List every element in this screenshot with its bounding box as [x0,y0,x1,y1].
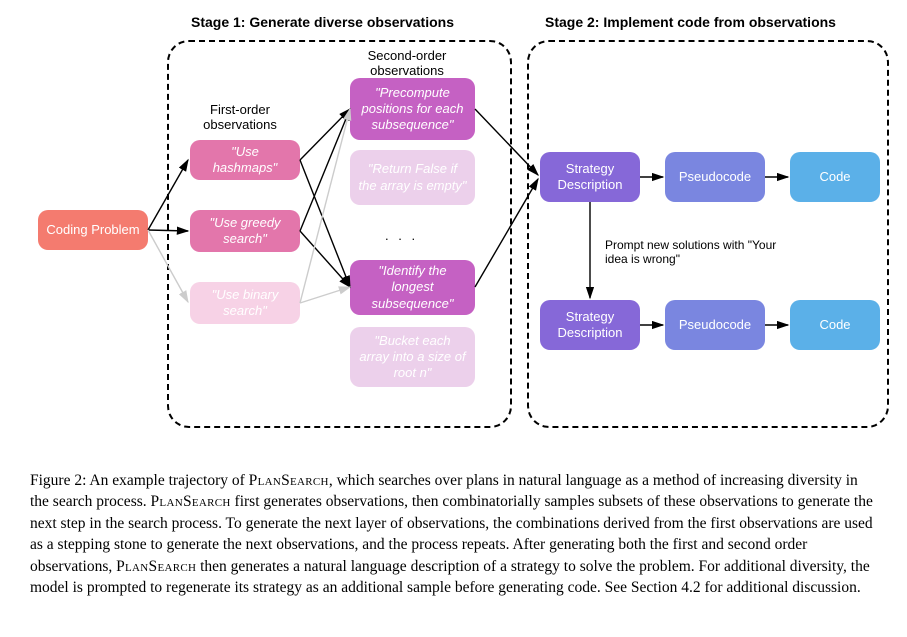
node-pseudocode-1: Pseudocode [665,152,765,202]
diagram-container: Stage 1: Generate diverse observations S… [0,0,907,435]
second-order-label: Second-order observations [352,48,462,78]
caption-plansearch-2: PlanSearch [151,493,231,510]
caption-fig-number: Figure 2: [30,472,86,489]
figure-caption: Figure 2: An example trajectory of PlanS… [30,470,877,598]
stage2-box [527,40,889,428]
node-greedy: "Use greedy search" [190,210,300,252]
ellipsis-label: . . . [385,228,418,243]
node-pseudocode-2: Pseudocode [665,300,765,350]
first-order-label: First-order observations [190,102,290,132]
node-strategy-1: Strategy Description [540,152,640,202]
prompt-note-label: Prompt new solutions with "Your idea is … [605,238,790,266]
node-hashmaps: "Use hashmaps" [190,140,300,180]
caption-plansearch-1: PlanSearch [249,472,329,489]
node-bucket: "Bucket each array into a size of root n… [350,327,475,387]
node-return-false: "Return False if the array is empty" [350,150,475,205]
stage2-title: Stage 2: Implement code from observation… [545,14,836,30]
node-strategy-2: Strategy Description [540,300,640,350]
node-precompute: "Precompute positions for each subsequen… [350,78,475,140]
stage1-title: Stage 1: Generate diverse observations [191,14,454,30]
node-coding-problem: Coding Problem [38,210,148,250]
node-code-1: Code [790,152,880,202]
node-binary: "Use binary search" [190,282,300,324]
caption-text-1: An example trajectory of [86,472,248,489]
node-identify: "Identify the longest subsequence" [350,260,475,315]
node-code-2: Code [790,300,880,350]
caption-plansearch-3: PlanSearch [116,558,196,575]
